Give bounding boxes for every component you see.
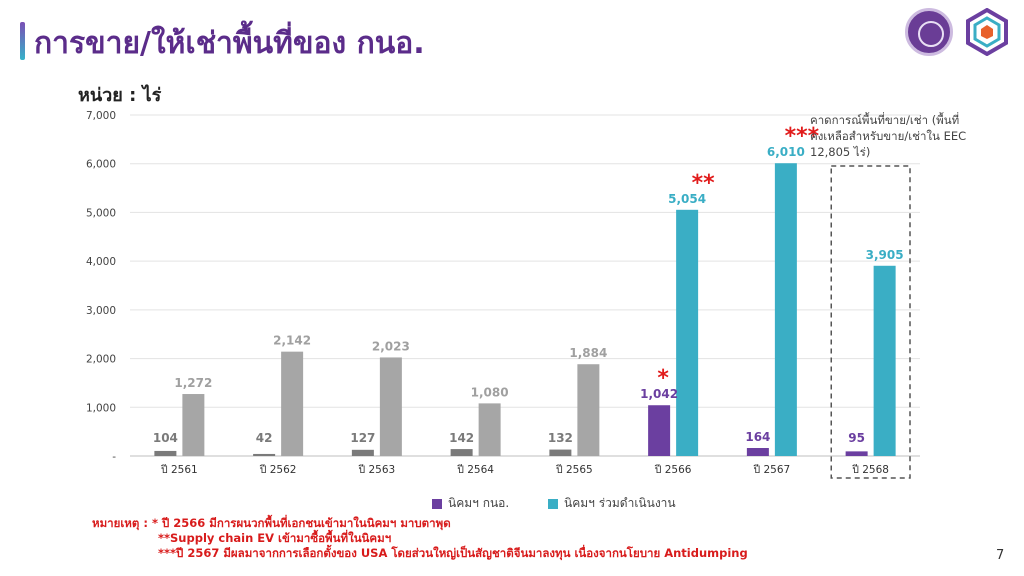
bar-ieat-1 <box>253 453 276 456</box>
bar-ieat-6 <box>746 448 769 456</box>
x-tick-label: ปี 2567 <box>753 463 790 476</box>
y-tick-label: 4,000 <box>86 256 116 268</box>
x-tick-label: ปี 2563 <box>358 463 395 476</box>
data-label: 1,080 <box>471 385 509 399</box>
data-label: 127 <box>350 431 375 445</box>
bar-joint-0 <box>182 394 205 456</box>
x-tick-label: ปี 2564 <box>457 463 494 476</box>
forecast-note: คาดการณ์พื้นที่ขาย/เช่า (พื้นที่คงเหลือส… <box>810 113 967 159</box>
data-label: 42 <box>256 431 273 445</box>
y-tick-label: 1,000 <box>86 402 116 414</box>
x-tick-label: ปี 2561 <box>161 463 198 476</box>
hexagon-logo <box>966 8 1008 56</box>
annotation-star: ** <box>692 171 716 196</box>
data-label: 1,042 <box>640 387 678 401</box>
bar-joint-5 <box>676 209 699 456</box>
data-label: 1,884 <box>569 346 607 360</box>
x-tick-label: ปี 2562 <box>259 463 296 476</box>
data-label: 104 <box>153 431 178 445</box>
x-tick-label: ปี 2568 <box>852 463 889 476</box>
page-number: 7 <box>996 548 1005 563</box>
notes-label: หมายเหตุ : <box>92 516 148 530</box>
legend-item-joint: นิคมฯ ร่วมดำเนินงาน <box>548 494 676 513</box>
forecast-box <box>830 165 911 479</box>
data-label: 132 <box>548 431 573 445</box>
y-tick-label: 5,000 <box>86 207 116 219</box>
bar-joint-6 <box>774 163 797 456</box>
unit-label: หน่วย : ไร่ <box>78 85 162 106</box>
bar-ieat-2 <box>351 449 374 456</box>
bar-ieat-5 <box>648 405 671 456</box>
bar-ieat-4 <box>549 449 572 456</box>
data-label: 95 <box>848 431 865 445</box>
note-2: **Supply chain EV เข้ามาซื้อพื้นที่ในนิค… <box>158 531 392 545</box>
legend-item-ieat: นิคมฯ กนอ. <box>432 494 509 513</box>
y-tick-label: 6,000 <box>86 159 116 171</box>
y-tick-label: 3,000 <box>86 305 116 317</box>
data-label: 3,905 <box>866 248 904 262</box>
y-tick-label: 7,000 <box>86 110 116 122</box>
y-tick-label: - <box>112 451 116 463</box>
title-accent-bar <box>20 22 25 60</box>
bar-ieat-7 <box>845 451 868 456</box>
data-label: 6,010 <box>767 145 805 159</box>
bar-ieat-0 <box>154 450 177 456</box>
x-tick-label: ปี 2565 <box>556 463 593 476</box>
y-tick-label: 2,000 <box>86 354 116 366</box>
annotation-star: *** <box>785 124 820 149</box>
legend-swatch <box>548 498 558 509</box>
bar-joint-2 <box>379 357 402 456</box>
bar-joint-4 <box>577 364 600 456</box>
x-tick-label: ปี 2566 <box>654 463 691 476</box>
data-label: 5,054 <box>668 192 706 206</box>
data-label: 1,272 <box>174 376 212 390</box>
data-label: 2,023 <box>372 339 410 353</box>
bar-joint-3 <box>478 403 501 456</box>
footnotes: หมายเหตุ : * ปี 2566 มีการผนวกพื้นที่เอก… <box>92 516 748 561</box>
page-title: การขาย/ให้เช่าพื้นที่ของ กนอ. <box>34 26 425 61</box>
note-3: ***ปี 2567 มีผลมาจากการเลือกตั้งของ USA … <box>158 546 748 560</box>
bar-joint-7 <box>873 265 896 456</box>
data-label: 164 <box>745 430 770 444</box>
note-1: * ปี 2566 มีการผนวกพื้นที่เอกชนเข้ามาในน… <box>151 516 451 530</box>
ieat-seal-logo <box>905 8 953 56</box>
legend-label: นิคมฯ ร่วมดำเนินงาน <box>564 496 676 510</box>
data-label: 2,142 <box>273 334 311 348</box>
bar-joint-1 <box>281 351 304 456</box>
data-label: 142 <box>449 431 474 445</box>
legend-label: นิคมฯ กนอ. <box>448 496 510 510</box>
bar-ieat-3 <box>450 449 473 456</box>
legend-swatch <box>432 498 442 509</box>
annotation-star: * <box>657 366 669 391</box>
